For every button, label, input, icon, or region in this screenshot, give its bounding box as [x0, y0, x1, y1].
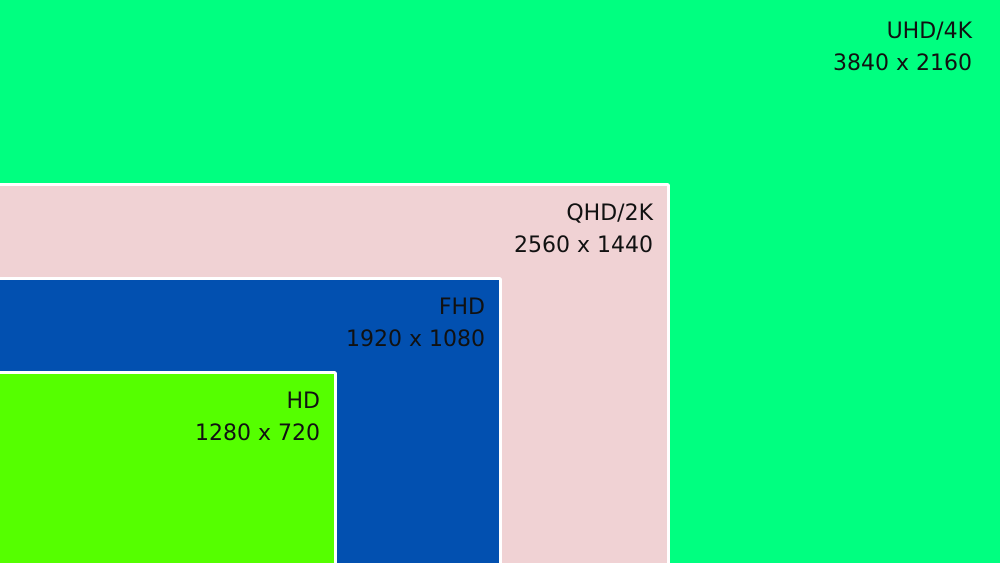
qhd-2k-label: QHD/2K 2560 x 1440 [514, 198, 653, 262]
fhd-name: FHD [438, 295, 485, 320]
uhd-4k-label: UHD/4K 3840 x 2160 [833, 16, 972, 80]
hd-name: HD [286, 389, 320, 414]
qhd-2k-name: QHD/2K [566, 201, 653, 226]
uhd-4k-dimensions: 3840 x 2160 [833, 51, 972, 76]
qhd-2k-dimensions: 2560 x 1440 [514, 233, 653, 258]
fhd-dimensions: 1920 x 1080 [346, 327, 485, 352]
fhd-label: FHD 1920 x 1080 [346, 292, 485, 356]
hd-dimensions: 1280 x 720 [195, 421, 320, 446]
hd-label: HD 1280 x 720 [195, 386, 320, 450]
hd-region: HD 1280 x 720 [0, 371, 337, 563]
uhd-4k-name: UHD/4K [886, 19, 972, 44]
